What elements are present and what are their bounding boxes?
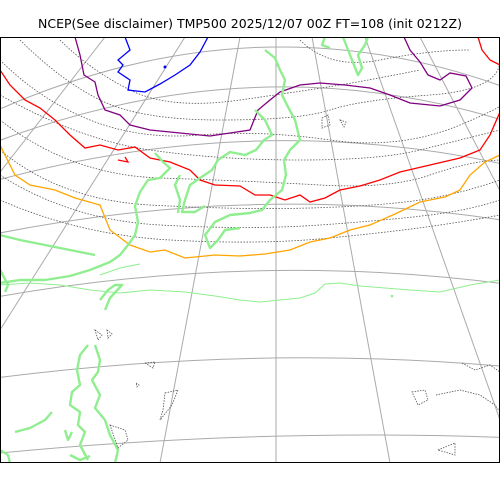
red-isotherm-small: [117, 156, 130, 163]
blue-dot-marker: [163, 65, 167, 69]
green-isotherms: [0, 263, 500, 303]
map-title: NCEP(See disclaimer) TMP500 2025/12/07 0…: [38, 16, 462, 31]
small-island-marker: [390, 294, 394, 298]
orange-isotherm: [0, 144, 500, 259]
temperature-contours-dotted: [0, 39, 500, 243]
graticule-meridian-lines: [0, 37, 500, 463]
graticule-latitude-lines: [0, 46, 500, 454]
red-isotherm-segment: [477, 37, 500, 66]
coastlines: [0, 37, 370, 463]
land-outlines: [94, 114, 500, 456]
red-isotherm: [0, 69, 500, 203]
blue-isotherm: [117, 37, 209, 93]
purple-isotherm: [74, 37, 473, 137]
